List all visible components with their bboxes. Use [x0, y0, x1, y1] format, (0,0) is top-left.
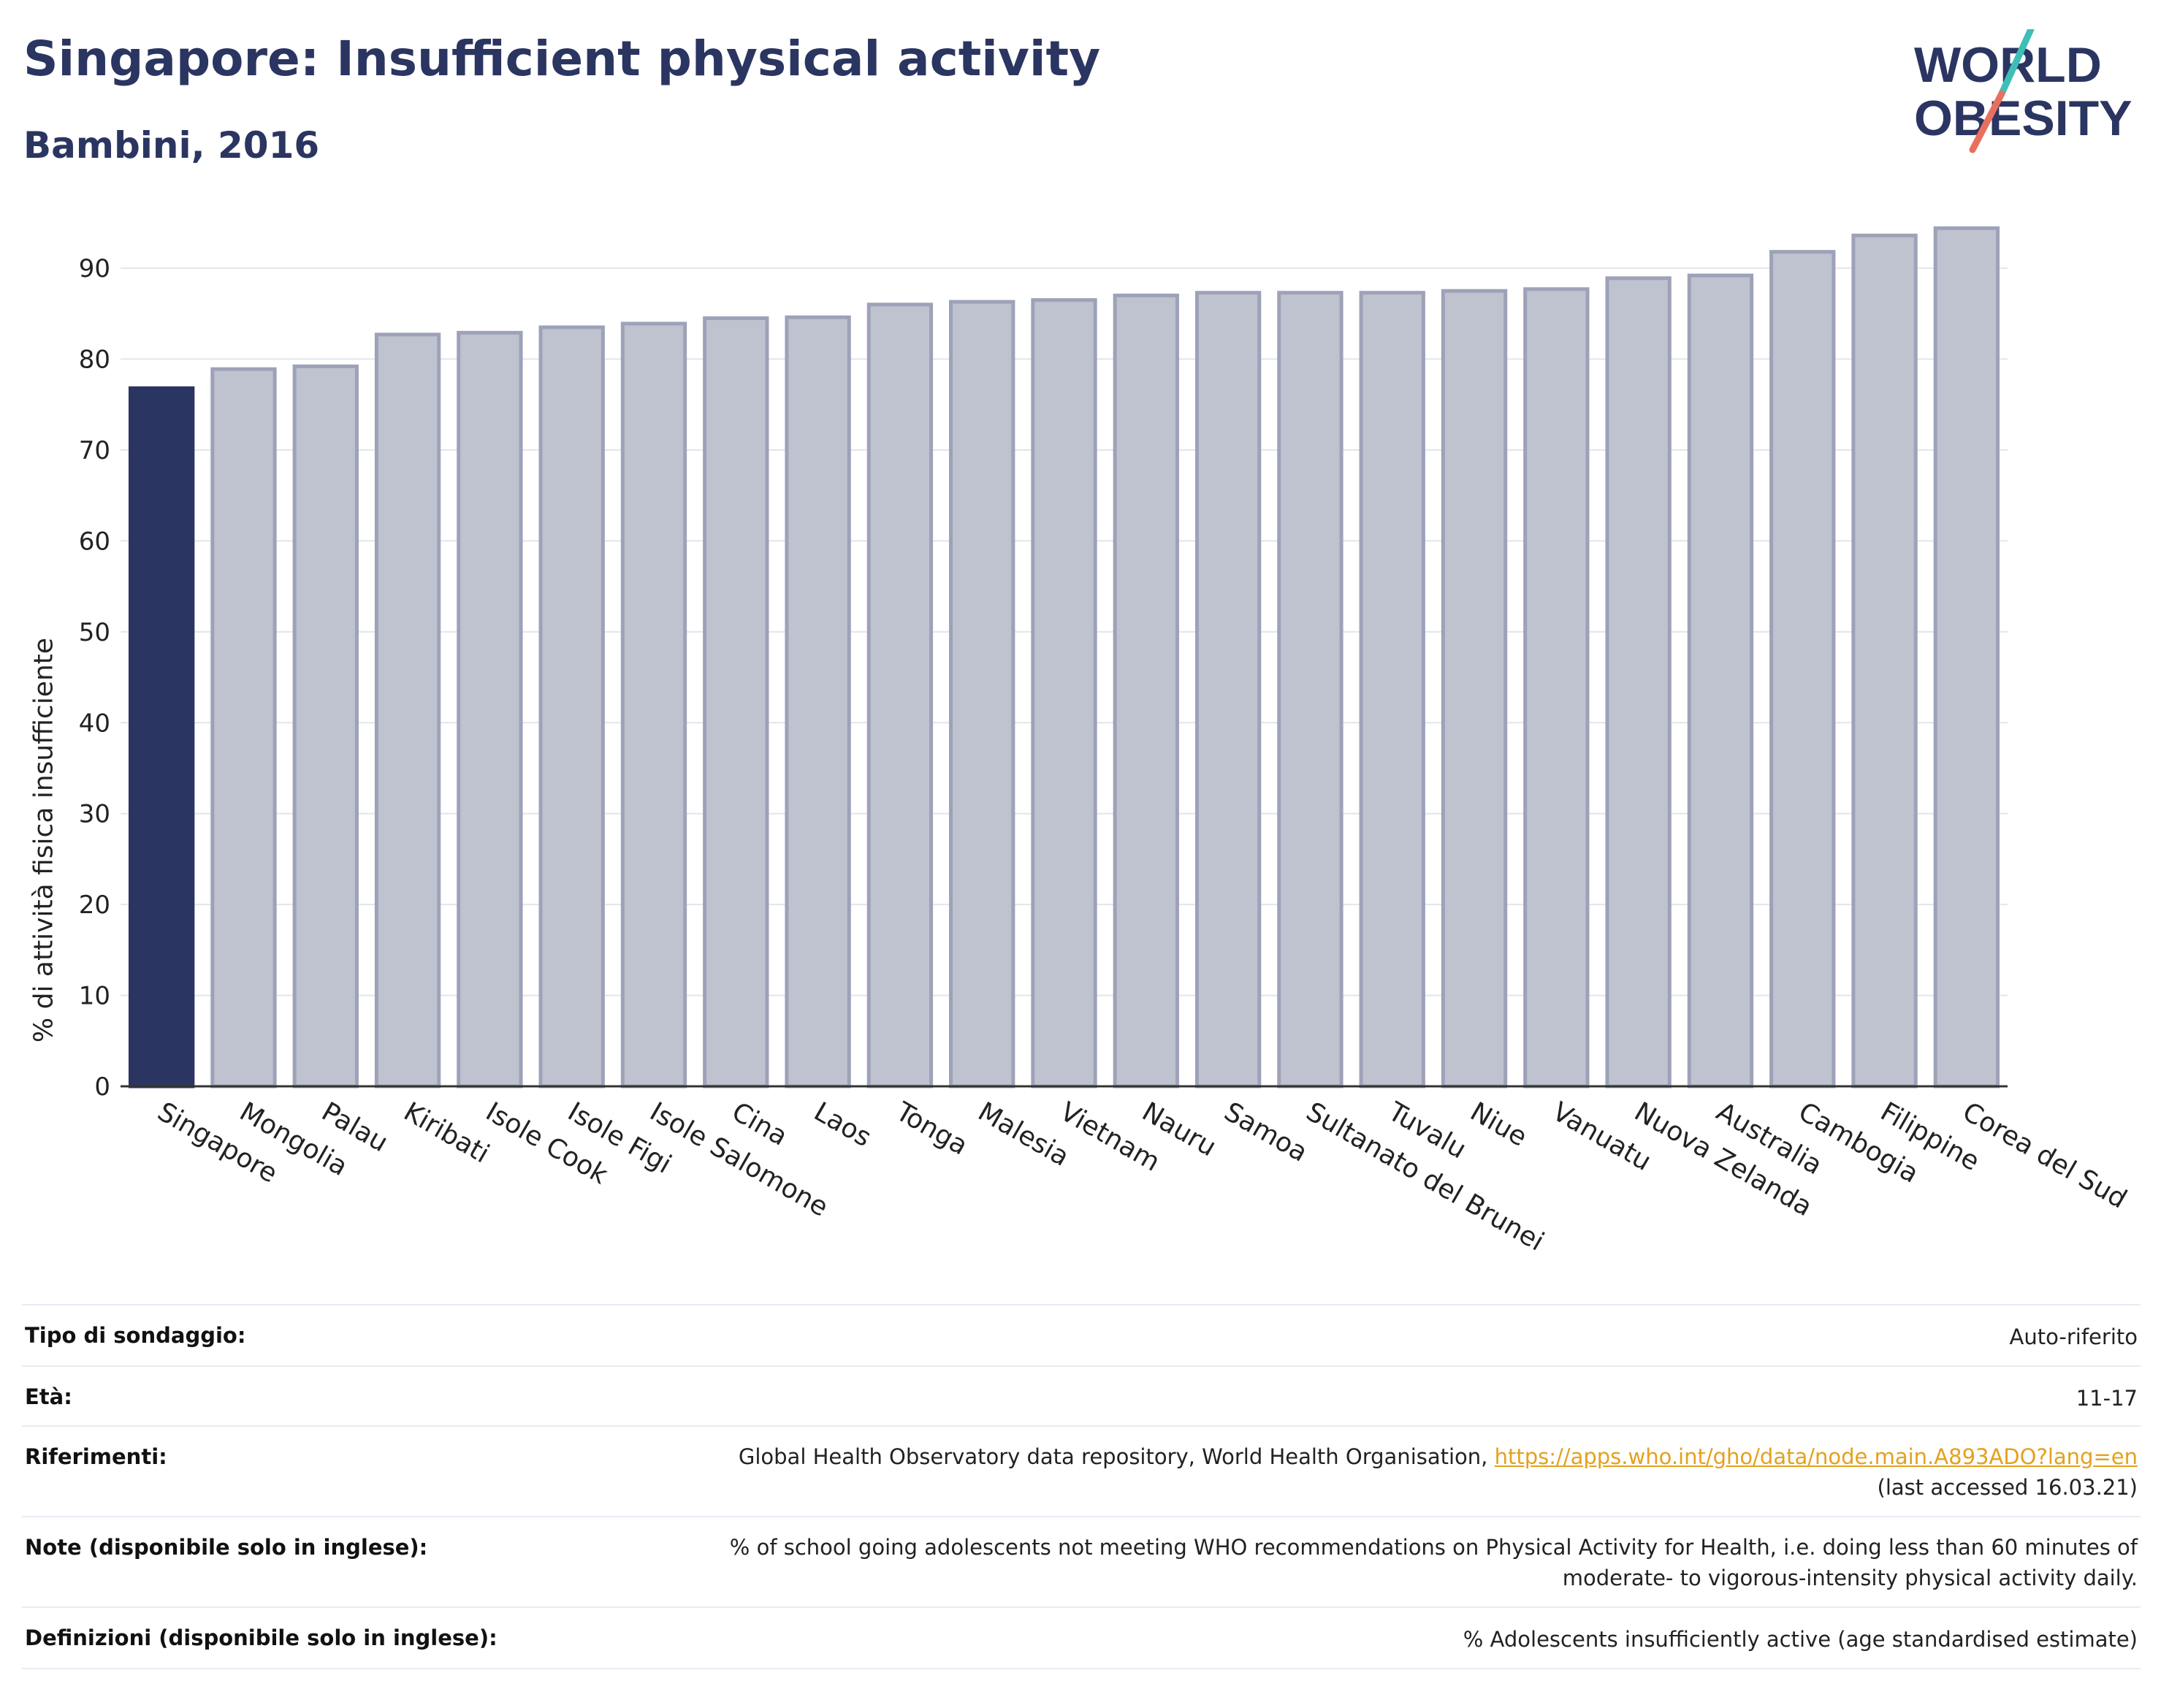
- references-value: Global Health Observatory data repositor…: [583, 1425, 2141, 1517]
- notes-line-1: % of school going adolescents not meetin…: [729, 1535, 2138, 1560]
- chart-title: Singapore: Insufficient physical activit…: [23, 31, 1101, 87]
- y-axis-label: % di attività fisica insufficiente: [28, 637, 59, 1043]
- world-obesity-logo: WORLD OBESITY: [1914, 29, 2133, 153]
- bar: [703, 316, 769, 1089]
- age-value: 11-17: [583, 1365, 2141, 1426]
- x-tick-label: Niue: [1466, 1097, 1532, 1152]
- logo-slash-coral: [1969, 90, 2005, 153]
- bar: [457, 330, 523, 1089]
- definitions-label: Definizioni (disponibile solo in inglese…: [22, 1606, 583, 1669]
- bar: [1359, 291, 1425, 1089]
- chart-area: 0 10 20 30 40 50 60 70 80 90 Singapore Mongolia Pala…: [0, 183, 2161, 1293]
- info-row-references: Riferimenti: Global Health Observatory d…: [22, 1425, 2141, 1517]
- notes-value: % of school going adolescents not meetin…: [583, 1516, 2141, 1607]
- y-tick-label: 60: [79, 527, 110, 556]
- info-row-age: Età: 11-17: [22, 1365, 2141, 1426]
- bar: [1441, 289, 1508, 1089]
- bar: [949, 300, 1015, 1089]
- x-tick-label: Corea del Sud: [1957, 1097, 2132, 1214]
- x-tick-label: Laos: [809, 1097, 876, 1153]
- x-tick-label: Kiribati: [399, 1097, 495, 1169]
- bar: [374, 332, 441, 1089]
- info-row-survey: Tipo di sondaggio: Auto-riferito: [22, 1304, 2141, 1366]
- x-tick-label: Samoa: [1219, 1097, 1313, 1168]
- notes-line-2: moderate- to vigorous-intensity physical…: [1562, 1566, 2138, 1590]
- x-tick-label: Malesia: [973, 1097, 1074, 1173]
- y-tick-label: 70: [79, 436, 110, 465]
- info-row-notes: Note (disponibile solo in inglese): % of…: [22, 1516, 2141, 1607]
- bar: [1769, 250, 1836, 1089]
- bar: [538, 325, 605, 1089]
- bar: [128, 386, 195, 1089]
- notes-label: Note (disponibile solo in inglese):: [22, 1516, 583, 1607]
- references-link[interactable]: https://apps.who.int/gho/data/node.main.…: [1494, 1444, 2138, 1469]
- info-table: Tipo di sondaggio: Auto-riferito Età: 11…: [22, 1304, 2141, 1669]
- logo-slash-teal: [1998, 29, 2035, 97]
- bar: [1523, 287, 1590, 1089]
- info-row-definitions: Definizioni (disponibile solo in inglese…: [22, 1606, 2141, 1669]
- references-label: Riferimenti:: [22, 1425, 583, 1517]
- y-tick-label: 80: [79, 346, 110, 375]
- bar: [1933, 226, 2000, 1089]
- bar: [866, 302, 934, 1089]
- logo-line-2: OBESITY: [1914, 91, 2133, 146]
- bar-chart: 0102030405060708090SingaporeMongoliaPala…: [79, 226, 2132, 1257]
- y-tick-label: 0: [94, 1072, 110, 1102]
- bar: [1113, 293, 1179, 1089]
- definitions-value: % Adolescents insufficiently active (age…: [583, 1606, 2141, 1669]
- bar: [1687, 273, 1754, 1089]
- references-accessed: (last accessed 16.03.21): [1877, 1475, 2138, 1500]
- bar: [1194, 291, 1262, 1089]
- bar: [1031, 298, 1097, 1089]
- bar: [210, 367, 277, 1089]
- y-tick-label: 10: [79, 982, 110, 1011]
- y-tick-label: 90: [79, 254, 110, 283]
- bar: [1851, 233, 1918, 1089]
- y-tick-label: 50: [79, 618, 110, 647]
- y-tick-label: 40: [79, 709, 110, 738]
- references-text: Global Health Observatory data repositor…: [738, 1444, 1495, 1469]
- bar: [1277, 291, 1344, 1089]
- age-label: Età:: [22, 1365, 583, 1426]
- y-tick-label: 20: [79, 891, 110, 920]
- survey-value: Auto-riferito: [583, 1304, 2141, 1366]
- x-tick-label: Tonga: [891, 1097, 973, 1162]
- survey-label: Tipo di sondaggio:: [22, 1304, 583, 1366]
- chart-subtitle: Bambini, 2016: [23, 124, 320, 167]
- bar: [292, 364, 359, 1089]
- y-tick-label: 30: [79, 800, 110, 829]
- bar: [620, 321, 687, 1089]
- bar: [785, 315, 851, 1089]
- bar: [1605, 276, 1672, 1089]
